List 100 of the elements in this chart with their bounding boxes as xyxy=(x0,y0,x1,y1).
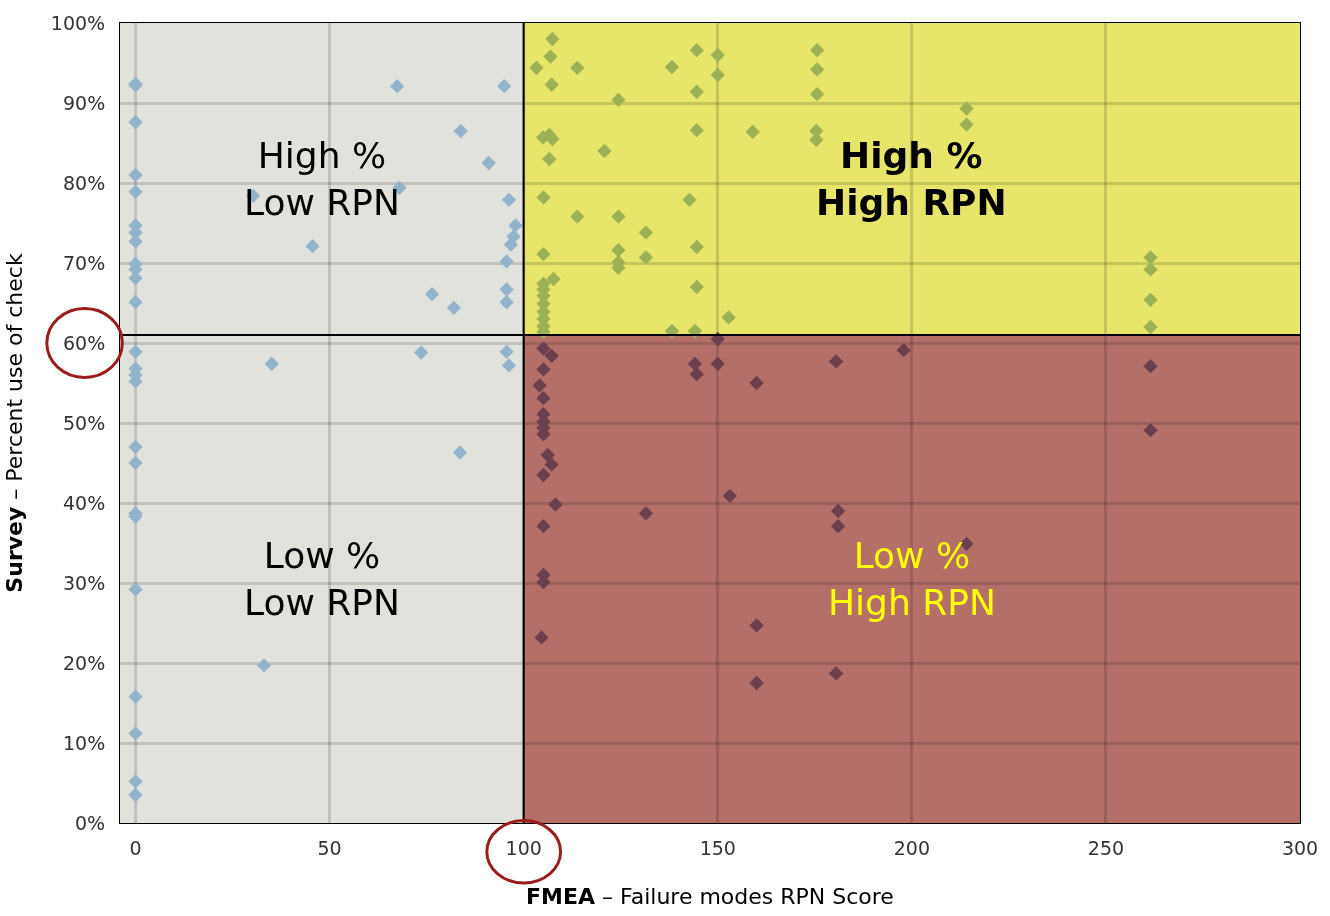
point xyxy=(128,582,143,597)
point xyxy=(545,31,560,47)
y-tick-label: 50% xyxy=(62,411,106,434)
point xyxy=(128,167,143,183)
point xyxy=(829,666,844,681)
point xyxy=(689,123,704,138)
point xyxy=(689,43,704,58)
point xyxy=(959,101,974,116)
point xyxy=(501,192,517,207)
point xyxy=(611,209,626,224)
point xyxy=(1143,250,1158,265)
point xyxy=(1143,359,1158,374)
point xyxy=(687,356,703,371)
point xyxy=(664,59,680,75)
point xyxy=(548,497,563,512)
point xyxy=(128,774,143,789)
point xyxy=(570,60,585,75)
point xyxy=(536,190,551,205)
point xyxy=(544,348,559,363)
y-axis-title: Survey – Percent use of check xyxy=(1,253,27,593)
point xyxy=(570,209,585,224)
point xyxy=(536,519,551,534)
y-tick-label: 30% xyxy=(62,571,106,594)
point xyxy=(446,300,461,315)
y-tick-label: 80% xyxy=(62,171,106,194)
point xyxy=(710,47,725,63)
point xyxy=(128,115,143,130)
point xyxy=(1143,423,1158,438)
point xyxy=(896,343,911,358)
point xyxy=(722,488,737,503)
point xyxy=(745,124,760,139)
point xyxy=(689,279,704,295)
x-axis-title: FMEA – Failure modes RPN Score xyxy=(526,883,894,909)
x-tick-label: 200 xyxy=(893,836,930,859)
y-tick-label: 90% xyxy=(62,91,106,114)
x-tick-label: 150 xyxy=(699,836,736,859)
point xyxy=(453,123,468,139)
point xyxy=(128,439,143,455)
point xyxy=(1143,262,1158,277)
point xyxy=(128,787,143,803)
point xyxy=(543,49,558,64)
point xyxy=(536,341,551,356)
point xyxy=(508,218,523,233)
point xyxy=(809,62,825,77)
point xyxy=(749,675,764,691)
point xyxy=(689,239,704,255)
point xyxy=(128,689,143,704)
y-tick-label: 100% xyxy=(50,11,106,34)
point xyxy=(959,117,974,132)
y-tick-label: 0% xyxy=(75,811,106,834)
point xyxy=(128,344,143,359)
point xyxy=(128,726,143,741)
point xyxy=(389,79,405,94)
point xyxy=(305,239,320,254)
point xyxy=(264,356,279,371)
x-tick-label: 50 xyxy=(317,836,342,859)
point xyxy=(597,143,612,159)
point xyxy=(534,630,549,645)
point xyxy=(809,87,825,102)
point xyxy=(1143,292,1158,307)
point xyxy=(546,271,561,287)
point xyxy=(414,345,429,360)
point xyxy=(506,229,521,244)
y-tick-label: 70% xyxy=(62,251,106,274)
y-tick-label: 20% xyxy=(62,651,106,674)
x-tick-label: 0 xyxy=(129,836,142,859)
x-tick-label: 250 xyxy=(1087,836,1125,859)
point xyxy=(682,192,697,207)
point xyxy=(611,92,626,107)
point xyxy=(710,356,725,371)
point xyxy=(544,77,559,92)
point xyxy=(529,60,544,75)
point xyxy=(424,287,440,302)
point xyxy=(809,43,825,58)
point xyxy=(749,618,764,633)
point xyxy=(532,378,547,393)
point xyxy=(481,155,496,171)
point xyxy=(536,362,551,377)
point xyxy=(256,658,272,673)
annotation: Low % High RPN xyxy=(828,535,996,623)
point xyxy=(536,247,551,262)
point xyxy=(501,358,517,373)
point xyxy=(1143,319,1158,335)
point xyxy=(536,467,551,483)
x-tick-label: 100 xyxy=(505,836,542,859)
point xyxy=(128,455,143,471)
point xyxy=(721,310,736,325)
point xyxy=(749,375,764,391)
point xyxy=(689,367,704,382)
point xyxy=(638,225,654,240)
point xyxy=(540,447,555,463)
point xyxy=(128,184,143,199)
point xyxy=(499,344,514,359)
y-tick-label: 60% xyxy=(62,331,106,354)
point xyxy=(497,79,512,94)
annotation: High % Low RPN xyxy=(244,135,400,223)
point xyxy=(830,519,846,534)
annotation: High % High RPN xyxy=(816,135,1007,223)
point xyxy=(638,506,654,521)
point xyxy=(829,354,844,369)
